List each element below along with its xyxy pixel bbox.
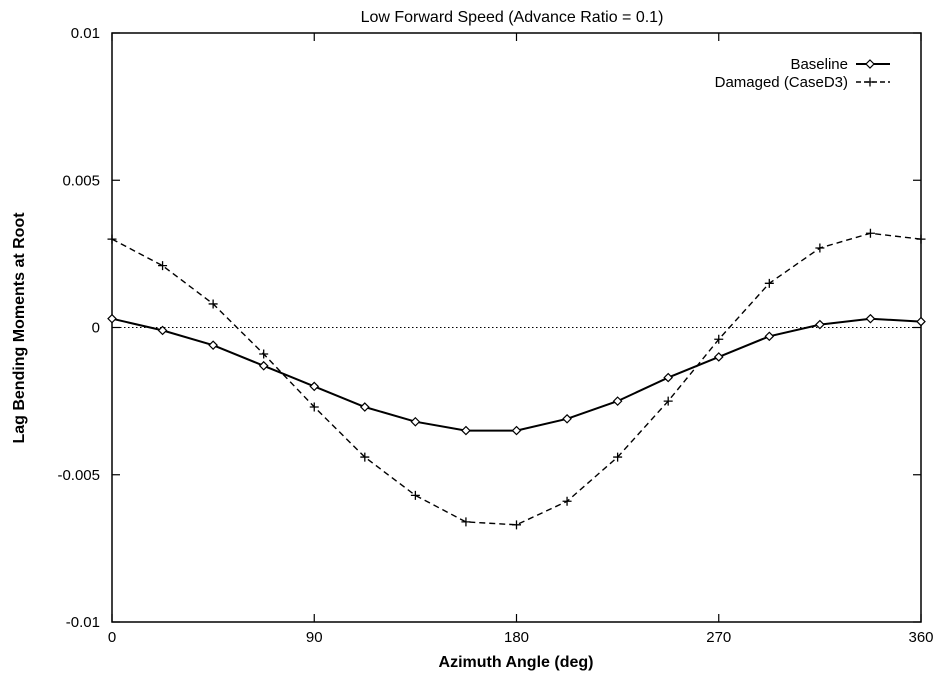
legend-label: Damaged (CaseD3) bbox=[715, 74, 848, 91]
data-point bbox=[663, 372, 674, 383]
data-point bbox=[258, 360, 269, 371]
series-damaged bbox=[107, 228, 926, 530]
x-tick-label: 0 bbox=[108, 629, 116, 646]
legend-label: Baseline bbox=[790, 56, 848, 73]
series-line bbox=[111, 317, 922, 432]
y-tick-label: 0 bbox=[92, 320, 100, 337]
axis-ticks: 0 90 180 270 360 -0.01 -0.005 0 0.005 0.01 bbox=[57, 25, 933, 646]
series-layer bbox=[107, 228, 926, 530]
data-point bbox=[511, 425, 522, 436]
y-axis-label: Lag Bending Moments at Root bbox=[11, 212, 28, 444]
data-point bbox=[562, 413, 572, 424]
chart-title: Low Forward Speed (Advance Ratio = 0.1) bbox=[361, 9, 664, 26]
data-point bbox=[663, 396, 673, 406]
data-point bbox=[815, 243, 825, 253]
data-point bbox=[764, 331, 775, 342]
data-point bbox=[512, 520, 521, 530]
legend-marker bbox=[865, 77, 875, 87]
data-point bbox=[613, 452, 623, 462]
data-point bbox=[713, 352, 724, 362]
data-point bbox=[309, 402, 319, 412]
data-point bbox=[158, 261, 168, 271]
series-line bbox=[111, 232, 922, 526]
x-tick-label: 90 bbox=[306, 629, 323, 646]
data-point bbox=[865, 228, 875, 238]
legend-marker bbox=[865, 59, 875, 69]
y-tick-label: 0.01 bbox=[71, 25, 100, 42]
data-point bbox=[916, 234, 926, 244]
x-tick-label: 270 bbox=[706, 629, 731, 646]
data-point bbox=[714, 334, 724, 344]
x-tick-label: 180 bbox=[504, 629, 529, 646]
x-axis-label: Azimuth Angle (deg) bbox=[439, 654, 594, 671]
data-point bbox=[764, 278, 774, 288]
data-point bbox=[815, 319, 825, 330]
data-point bbox=[410, 416, 421, 427]
data-point bbox=[410, 490, 420, 500]
data-point bbox=[107, 234, 117, 244]
data-point bbox=[916, 316, 926, 327]
data-point bbox=[107, 313, 117, 324]
data-point bbox=[360, 452, 370, 462]
x-tick-label: 360 bbox=[908, 629, 933, 646]
data-point bbox=[461, 425, 471, 436]
y-tick-label: -0.005 bbox=[57, 467, 100, 484]
data-point bbox=[309, 381, 320, 392]
y-tick-label: -0.01 bbox=[66, 614, 100, 631]
data-point bbox=[208, 299, 218, 309]
data-point bbox=[359, 402, 370, 412]
data-point bbox=[157, 325, 168, 336]
data-point bbox=[865, 313, 876, 324]
series-baseline bbox=[107, 313, 926, 436]
data-point bbox=[259, 349, 269, 359]
data-point bbox=[612, 396, 623, 406]
data-point bbox=[562, 496, 572, 506]
data-point bbox=[461, 517, 471, 527]
y-tick-label: 0.005 bbox=[62, 172, 100, 189]
data-point bbox=[208, 340, 218, 351]
